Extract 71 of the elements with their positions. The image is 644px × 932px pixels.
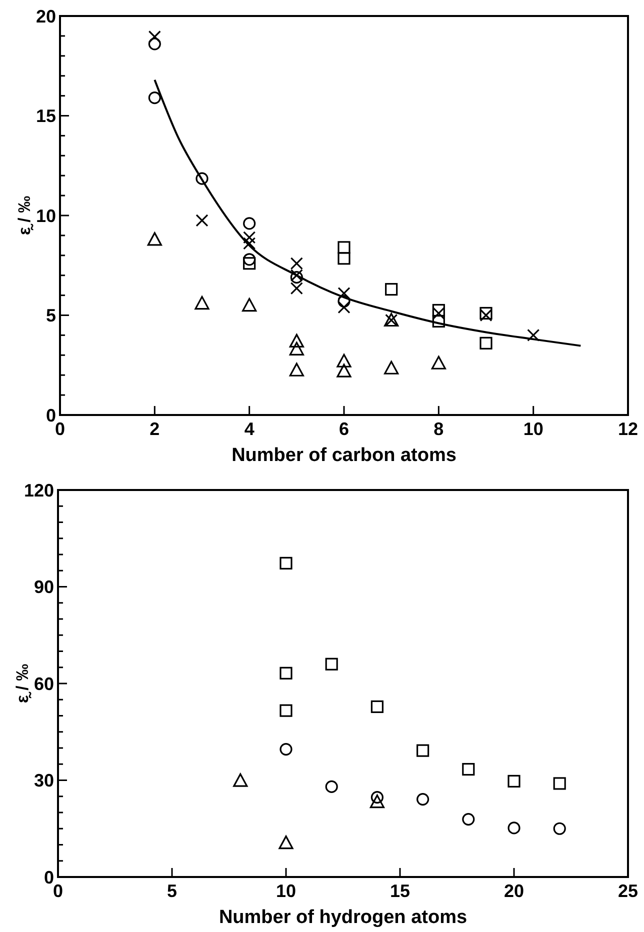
x-axis-title: Number of hydrogen atoms [218,907,468,928]
point [553,777,566,790]
point [233,773,248,787]
point [289,342,304,356]
point [370,700,384,714]
point [416,792,430,806]
x-tick-label: 8 [434,419,444,439]
y-tick-label: 60 [34,674,54,694]
y-tick-label: 30 [34,770,54,791]
y-tick-label: 20 [36,6,56,26]
point [280,742,292,756]
point [147,232,162,246]
y-axis-title: ε̰ / ‰ [13,664,32,704]
point [290,257,303,270]
point [370,794,384,808]
point [289,334,304,348]
point [325,658,338,670]
point [480,336,492,350]
point [196,214,208,227]
x-tick-label: 5 [166,881,178,901]
point [280,704,292,717]
point [416,744,430,757]
point [280,666,292,680]
point [432,304,445,317]
point [194,296,210,310]
point [278,836,294,850]
point [385,283,398,296]
x-tick-label: 2 [150,419,160,439]
y-tick-label: 0 [46,405,56,426]
point [280,556,292,570]
point [325,780,338,793]
x-tick-label: 4 [244,419,254,439]
y-tick-label: 90 [34,577,54,598]
point [336,354,352,368]
point [370,791,384,804]
point [148,38,161,50]
point [462,762,475,776]
y-tick-label: 5 [46,306,56,326]
x-tick-label: 6 [338,419,350,439]
point [243,217,256,230]
point [290,282,303,295]
point [242,298,257,312]
point [384,360,399,374]
y-axis-title: ε̰ / ‰ [15,196,34,236]
point [148,91,161,104]
point [338,252,350,265]
point [289,362,304,376]
point [508,774,520,788]
x-tick-label: 10 [276,881,296,901]
x-axis-title: Number of carbon atoms [232,445,456,466]
point [432,314,445,328]
point [336,364,352,378]
point [243,257,256,270]
x-tick-label: 15 [390,881,410,901]
point [508,822,520,834]
x-tick-label: 12 [618,419,638,439]
y-tick-label: 120 [24,480,54,500]
point [553,822,566,835]
point [462,812,475,826]
x-tick-label: 10 [523,419,544,439]
point [243,253,256,266]
y-tick-label: 10 [36,206,56,226]
x-tick-label: 25 [618,881,638,901]
point [431,356,446,370]
point [196,172,208,185]
point [527,328,540,342]
y-tick-label: 0 [44,867,54,888]
point [243,231,256,244]
point [338,241,350,254]
y-tick-label: 15 [36,106,56,126]
x-tick-label: 20 [504,881,524,901]
